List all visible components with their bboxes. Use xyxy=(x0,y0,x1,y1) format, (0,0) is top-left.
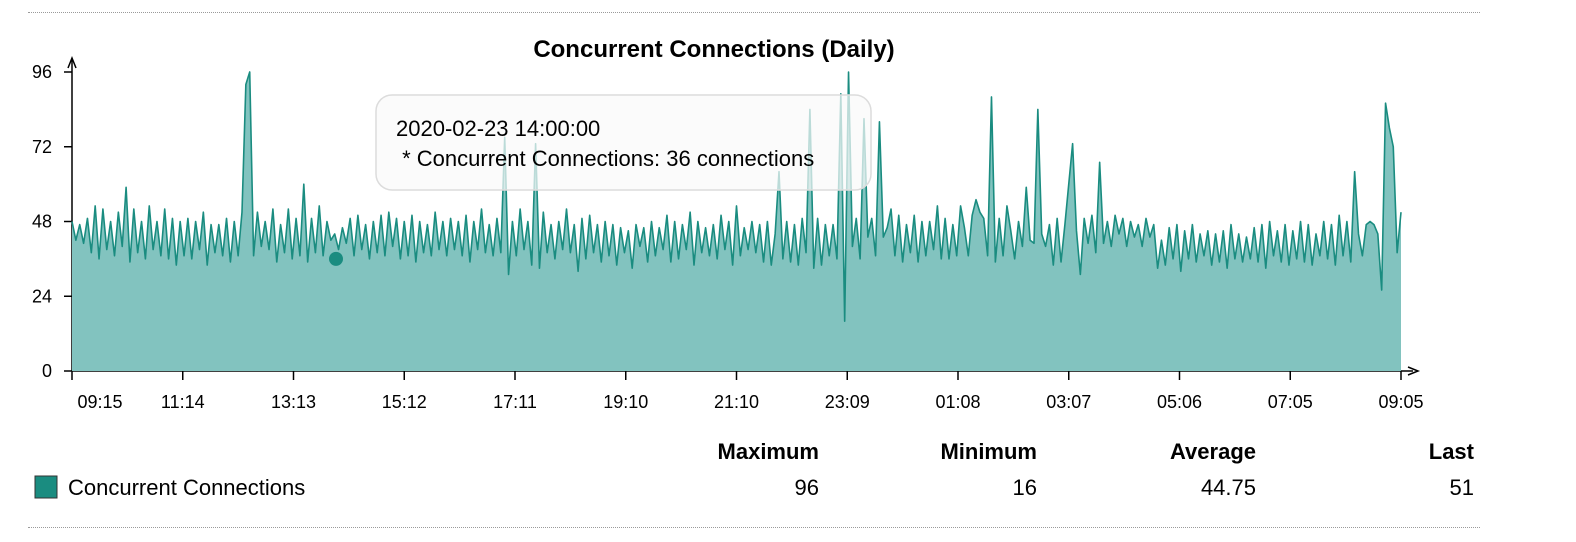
legend: Concurrent Connections xyxy=(34,475,305,500)
y-tick-label: 24 xyxy=(32,286,52,306)
y-tick-label: 0 xyxy=(42,361,52,381)
x-axis: 09:15 11:14 13:13 15:12 17:11 19:10 21:10 23:09… xyxy=(71,366,1424,412)
tooltip-line: 2020-02-23 14:00:00 xyxy=(396,116,600,141)
stats-value-last: 51 xyxy=(1450,475,1474,500)
x-tick-label: 05:06 xyxy=(1157,392,1202,412)
y-axis-arrow xyxy=(67,55,77,69)
stats-header-maximum: Maximum xyxy=(718,439,819,464)
top-divider xyxy=(28,12,1480,13)
x-tick-label: 23:09 xyxy=(825,392,870,412)
x-tick-label: 21:10 xyxy=(714,392,759,412)
stats-header-last: Last xyxy=(1429,439,1475,464)
tooltip-line: * Concurrent Connections: 36 connections xyxy=(396,146,814,171)
series-line xyxy=(71,71,1402,322)
legend-label: Concurrent Connections xyxy=(68,475,305,500)
tooltip-point xyxy=(329,251,343,266)
x-tick-label: 17:11 xyxy=(493,392,537,412)
stats-value-minimum: 16 xyxy=(1013,475,1037,500)
x-tick-label: 11:14 xyxy=(161,392,205,412)
x-axis-arrow xyxy=(1407,366,1421,376)
y-axis: 0 24 48 72 96 xyxy=(32,55,77,381)
y-tick-label: 72 xyxy=(32,137,52,157)
x-tick-label: 09:05 xyxy=(1378,392,1423,412)
y-tick-label: 96 xyxy=(32,62,52,82)
stats-value-average: 44.75 xyxy=(1201,475,1256,500)
bottom-divider xyxy=(28,527,1480,528)
x-tick-label: 07:05 xyxy=(1268,392,1313,412)
stats-table: Maximum 96 Minimum 16 Average 44.75 Last 51 xyxy=(718,439,1475,500)
area-series xyxy=(71,71,1402,371)
x-tick-label: 15:12 xyxy=(382,392,427,412)
y-tick-label: 48 xyxy=(32,212,52,232)
stats-header-minimum: Minimum xyxy=(940,439,1037,464)
stats-header-average: Average xyxy=(1170,439,1256,464)
legend-swatch xyxy=(34,475,58,499)
area-fill xyxy=(72,72,1401,371)
tooltip: 2020-02-23 14:00:00 * Concurrent Connect… xyxy=(329,94,872,266)
x-tick-label: 01:08 xyxy=(935,392,980,412)
x-tick-label: 03:07 xyxy=(1046,392,1091,412)
stats-value-maximum: 96 xyxy=(795,475,819,500)
x-tick-label: 09:15 xyxy=(77,392,122,412)
tooltip-box xyxy=(375,94,872,191)
x-tick-label: 13:13 xyxy=(271,392,316,412)
x-tick-label: 19:10 xyxy=(603,392,648,412)
chart-title: Concurrent Connections (Daily) xyxy=(533,36,894,63)
